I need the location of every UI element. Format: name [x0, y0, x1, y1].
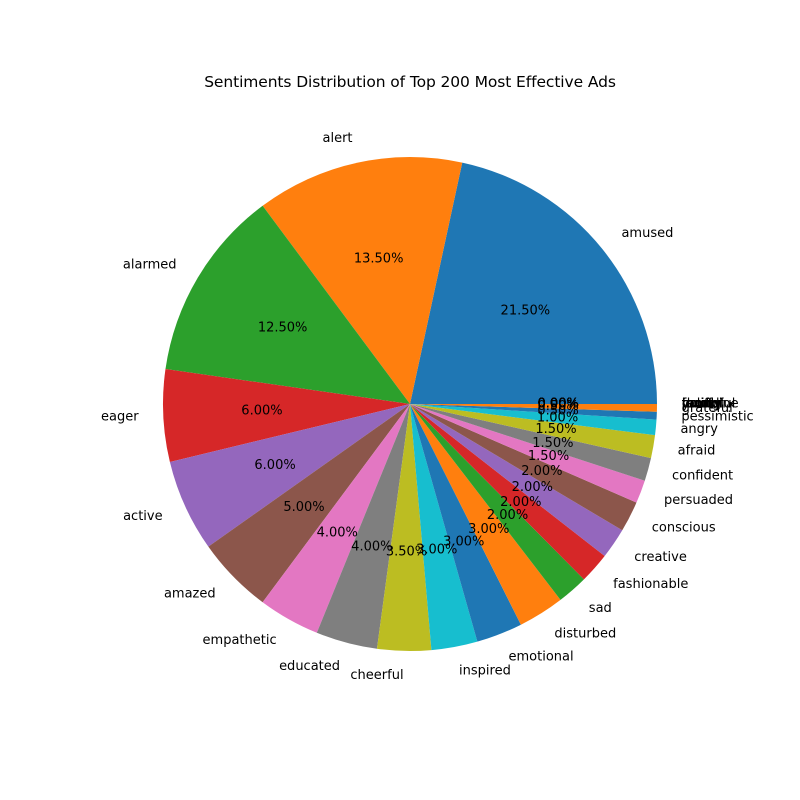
- category-label-youthful: youthful: [682, 397, 736, 412]
- pie-slice-fashionable: [410, 404, 605, 580]
- pie-slice-alert: [262, 157, 463, 404]
- pie-slice-grateful: [410, 404, 657, 412]
- chart-title: Sentiments Distribution of Top 200 Most …: [204, 73, 616, 91]
- category-label-loving: loving: [682, 397, 721, 412]
- pct-label-manly: 0.00%: [538, 397, 579, 412]
- pct-label-disturbed: 3.00%: [468, 522, 509, 537]
- pct-label-eager: 6.00%: [241, 404, 282, 419]
- category-label-amazed: amazed: [164, 586, 216, 601]
- category-label-alarmed: alarmed: [123, 258, 177, 273]
- pct-label-conscious: 2.00%: [521, 464, 562, 479]
- pie-slice-conscious: [410, 404, 637, 531]
- pie-slice-active: [169, 404, 410, 547]
- category-label-conscious: conscious: [652, 520, 716, 535]
- category-label-eager: eager: [101, 409, 139, 424]
- category-label-manly: manly: [682, 397, 722, 412]
- pie-slice-alarmed: [165, 205, 410, 404]
- category-label-alert: alert: [323, 131, 353, 146]
- category-label-emotional: emotional: [509, 650, 574, 665]
- category-label-proud: proud: [682, 397, 720, 412]
- category-label-confident: confident: [672, 469, 733, 484]
- pie-slice-creative: [410, 404, 623, 557]
- category-label-active: active: [123, 509, 163, 524]
- pct-label-active: 6.00%: [254, 458, 295, 473]
- category-label-amused: amused: [621, 226, 673, 241]
- category-label-inspired: inspired: [459, 664, 511, 679]
- pct-label-proud: 0.00%: [538, 397, 579, 412]
- category-label-grateful: grateful: [682, 401, 733, 416]
- pie-slice-disturbed: [410, 404, 561, 625]
- pct-label-sad: 2.00%: [487, 508, 528, 523]
- pie-slice-afraid: [410, 404, 656, 459]
- category-label-fearful: fearful: [682, 397, 724, 412]
- pct-label-persuaded: 1.50%: [528, 449, 569, 464]
- pie-slice-educated: [316, 404, 410, 649]
- category-label-angry: angry: [680, 422, 718, 437]
- pie-slice-sad: [410, 404, 584, 600]
- category-label-pessimistic: pessimistic: [681, 409, 753, 424]
- pct-label-grateful: 0.50%: [538, 399, 579, 414]
- category-label-sad: sad: [589, 601, 612, 616]
- pct-label-emotional: 3.00%: [443, 535, 484, 550]
- pct-label-loving: 0.00%: [538, 397, 579, 412]
- pie-slice-eager: [163, 369, 410, 462]
- category-label-feminine: feminine: [682, 397, 739, 412]
- category-label-thrifty: thrifty: [682, 397, 722, 412]
- pie-slice-angry: [410, 404, 657, 436]
- pct-label-pessimistic: 0.50%: [537, 404, 578, 419]
- pct-label-confident: 1.50%: [532, 436, 573, 451]
- pct-label-angry: 1.00%: [537, 411, 578, 426]
- pie-category-labels: amused alert alarmed eager active amazed empat…: [101, 131, 754, 683]
- pct-label-creative: 2.00%: [512, 480, 553, 495]
- pie-slice-cheerful: [376, 404, 432, 651]
- category-label-persuaded: persuaded: [664, 493, 733, 508]
- pct-label-alarmed: 12.50%: [258, 321, 308, 336]
- category-label-calm: calm: [682, 397, 713, 412]
- pct-label-thrifty: 0.00%: [538, 397, 579, 412]
- pie-slice-persuaded: [410, 404, 645, 503]
- pct-label-fearful: 0.00%: [538, 397, 579, 412]
- pie-slice-pessimistic: [410, 404, 657, 420]
- pie-slice-empathetic: [262, 404, 410, 633]
- pie-slice-amused: [410, 162, 657, 404]
- category-label-cheerful: cheerful: [350, 668, 403, 683]
- pct-label-amused: 21.50%: [501, 303, 551, 318]
- pct-label-amazed: 5.00%: [283, 500, 324, 515]
- pct-label-inspired: 3.00%: [416, 542, 457, 557]
- pie-slice-emotional: [410, 404, 521, 642]
- pie-wedges: [163, 157, 657, 651]
- category-label-fashionable: fashionable: [613, 577, 688, 592]
- category-label-empathetic: empathetic: [203, 633, 277, 648]
- category-label-afraid: afraid: [678, 443, 716, 458]
- pct-label-educated: 4.00%: [351, 540, 392, 555]
- pct-label-empathetic: 4.00%: [317, 526, 358, 541]
- pie-slice-confident: [410, 404, 651, 481]
- pct-label-youthful: 0.00%: [538, 397, 579, 412]
- pie-slice-inspired: [410, 404, 478, 651]
- pie-slice-amazed: [208, 404, 410, 603]
- pct-label-fashionable: 2.00%: [500, 495, 541, 510]
- category-label-educated: educated: [279, 659, 340, 674]
- pie-percent-labels: 21.50% 13.50% 12.50% 6.00% 6.00% 5.00% 4.00%4.…: [241, 252, 579, 560]
- pct-label-feminine: 0.00%: [538, 397, 579, 412]
- pct-label-calm: 0.00%: [538, 397, 579, 412]
- pct-label-afraid: 1.50%: [535, 422, 576, 437]
- pct-label-alert: 13.50%: [354, 252, 404, 267]
- category-label-disturbed: disturbed: [554, 627, 616, 642]
- pct-label-cheerful: 3.50%: [386, 545, 427, 560]
- category-label-creative: creative: [634, 550, 687, 565]
